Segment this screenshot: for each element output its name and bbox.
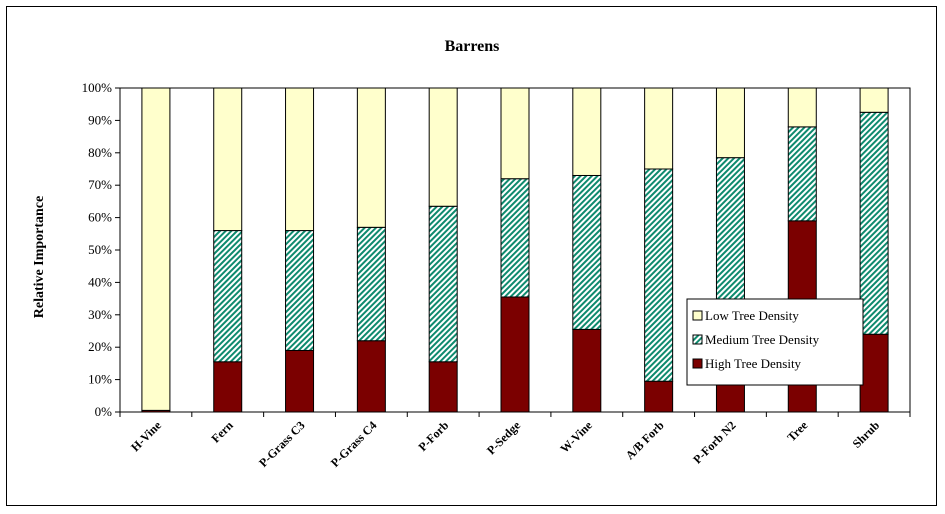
- y-tick-label: 0%: [95, 404, 113, 419]
- bar-segment-medium-tree-density: [572, 174, 602, 330]
- legend: Low Tree Density Medium Tree Density High …: [686, 298, 864, 386]
- x-category-label: P-Sedge: [484, 418, 524, 458]
- y-tick-label: 50%: [88, 242, 112, 257]
- y-tick-label: 20%: [88, 339, 112, 354]
- plot-area: 0% 10% 20% 30% 40% 50% 60% 70% 80% 90% 100% H-Vine F…: [82, 80, 911, 470]
- bar-segment-medium-tree-density: [500, 178, 530, 298]
- bar-segment-medium-tree-density: [644, 168, 674, 382]
- x-category-label: Tree: [784, 418, 811, 445]
- x-category-label: P-Grass C3: [256, 418, 308, 470]
- bar-segment-medium-tree-density: [428, 205, 458, 363]
- y-tick-label: 100%: [82, 80, 113, 95]
- x-category-label: P-Forb: [415, 418, 451, 454]
- bar-segment-low-tree-density: [213, 87, 243, 232]
- bar-segment-low-tree-density: [859, 87, 889, 113]
- bar-segment-low-tree-density: [500, 87, 530, 180]
- legend-swatch: [692, 334, 703, 345]
- y-tick-label: 30%: [88, 307, 112, 322]
- bar-segment-medium-tree-density: [285, 230, 315, 351]
- y-tick-label: 60%: [88, 210, 112, 225]
- bar-segment-medium-tree-density: [213, 230, 243, 363]
- x-category-label: P-Forb N2: [690, 418, 738, 466]
- bar-segment-medium-tree-density: [356, 226, 386, 342]
- stacked-bar-chart: Barrens Relative Importance 0% 10% 20% 30% 4…: [32, 38, 911, 470]
- bar-segment-low-tree-density: [644, 87, 674, 170]
- x-category-label: P-Grass C4: [328, 418, 380, 470]
- bar-segment-high-tree-density: [285, 349, 315, 413]
- bar-segment-medium-tree-density: [787, 126, 817, 222]
- bar-segment-low-tree-density: [787, 87, 817, 128]
- bar-segment-high-tree-density: [859, 333, 889, 413]
- y-axis-label: Relative Importance: [32, 196, 47, 318]
- x-category-label: Fern: [209, 418, 237, 446]
- bar-segment-low-tree-density: [428, 87, 458, 207]
- bar-segment-medium-tree-density: [859, 111, 889, 335]
- bar-segment-high-tree-density: [644, 380, 674, 413]
- legend-swatch: [692, 310, 703, 321]
- chart-frame: Barrens Relative Importance 0% 10% 20% 30% 4…: [6, 6, 937, 506]
- y-tick-label: 10%: [88, 372, 112, 387]
- legend-label: High Tree Density: [705, 356, 802, 371]
- legend-label: Low Tree Density: [705, 308, 799, 323]
- bar-segment-low-tree-density: [356, 87, 386, 228]
- y-tick-label: 70%: [88, 177, 112, 192]
- bar-segment-high-tree-density: [428, 361, 458, 413]
- bar-segment-high-tree-density: [572, 328, 602, 413]
- x-category-label: W-Vine: [557, 418, 595, 456]
- bar-segment-high-tree-density: [500, 296, 530, 413]
- bar-segment-low-tree-density: [715, 87, 745, 159]
- chart-title: Barrens: [445, 38, 500, 55]
- y-tick-label: 90%: [88, 112, 112, 127]
- y-tick-label: 40%: [88, 274, 112, 289]
- y-tick-label: 80%: [88, 145, 112, 160]
- bar-segment-high-tree-density: [356, 340, 386, 413]
- x-category-label: H-Vine: [128, 418, 164, 454]
- legend-swatch: [692, 358, 703, 369]
- legend-box: [686, 298, 864, 386]
- legend-label: Medium Tree Density: [705, 332, 820, 347]
- bar-segment-low-tree-density: [141, 87, 171, 411]
- x-category-label: A/B Forb: [623, 418, 667, 462]
- x-category-label: Shrub: [850, 418, 883, 451]
- bar-segment-low-tree-density: [285, 87, 315, 232]
- bar-segment-low-tree-density: [572, 87, 602, 176]
- bar-segment-high-tree-density: [213, 361, 243, 413]
